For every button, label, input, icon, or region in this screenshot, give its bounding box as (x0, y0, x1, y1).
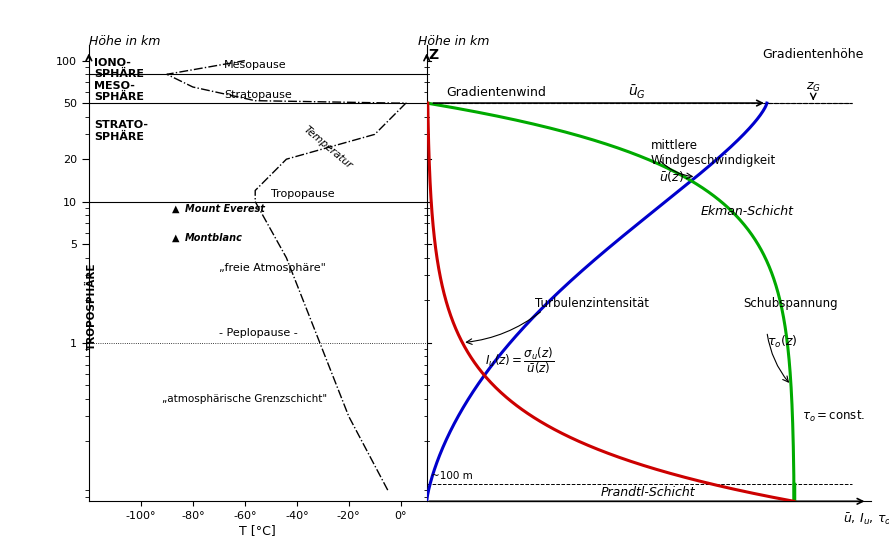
Text: ▲: ▲ (172, 233, 180, 243)
Text: $\bar{u},\, I_u,\, \tau_o$: $\bar{u},\, I_u,\, \tau_o$ (843, 511, 889, 527)
Text: Ekman-Schicht: Ekman-Schicht (701, 206, 794, 218)
Text: Stratopause: Stratopause (224, 90, 292, 100)
Text: IONO-
SPHÄRE: IONO- SPHÄRE (94, 57, 144, 79)
Text: Z: Z (428, 48, 439, 62)
Text: Mount Everest: Mount Everest (185, 204, 265, 214)
Text: ▲: ▲ (172, 204, 180, 214)
Text: mittlere
Windgeschwindigkeit: mittlere Windgeschwindigkeit (651, 139, 776, 167)
Text: „atmosphärische Grenzschicht": „atmosphärische Grenzschicht" (162, 394, 327, 404)
Text: Tropopause: Tropopause (271, 189, 334, 199)
Text: MESO-
SPHÄRE: MESO- SPHÄRE (94, 81, 144, 102)
Text: - Peplopause -: - Peplopause - (219, 328, 298, 338)
Text: ~100 m: ~100 m (430, 471, 472, 481)
Text: $\bar{u}_G$: $\bar{u}_G$ (628, 84, 645, 100)
Text: Gradientenwind: Gradientenwind (446, 86, 546, 99)
Text: $\tau_o = \mathrm{const.}$: $\tau_o = \mathrm{const.}$ (802, 409, 865, 424)
Text: Prandtl-Schicht: Prandtl-Schicht (601, 486, 695, 499)
Text: Turbulenzintensität: Turbulenzintensität (535, 297, 649, 310)
Text: $I_u(z)=\dfrac{\sigma_u(z)}{\bar{u}(z)}$: $I_u(z)=\dfrac{\sigma_u(z)}{\bar{u}(z)}$ (485, 345, 554, 376)
Text: $z_G$: $z_G$ (805, 81, 821, 94)
Text: Schubspannung: Schubspannung (744, 297, 838, 310)
Text: STRATO-
SPHÄRE: STRATO- SPHÄRE (94, 120, 148, 141)
Text: Montblanc: Montblanc (185, 233, 243, 243)
X-axis label: T [°C]: T [°C] (239, 524, 276, 537)
Text: „freie Atmosphäre": „freie Atmosphäre" (219, 263, 325, 273)
Text: Mesopause: Mesopause (224, 60, 286, 70)
Text: Höhe in km: Höhe in km (418, 36, 489, 48)
Text: TROPOSPHÄRE: TROPOSPHÄRE (86, 263, 97, 350)
Text: $\tau_o(z)$: $\tau_o(z)$ (767, 334, 797, 350)
Text: Temperatur: Temperatur (302, 125, 355, 171)
Text: Gradientenhöhe: Gradientenhöhe (763, 48, 864, 61)
Text: Höhe in km: Höhe in km (89, 36, 160, 48)
Text: $\bar{u}(z)$: $\bar{u}(z)$ (659, 169, 684, 184)
